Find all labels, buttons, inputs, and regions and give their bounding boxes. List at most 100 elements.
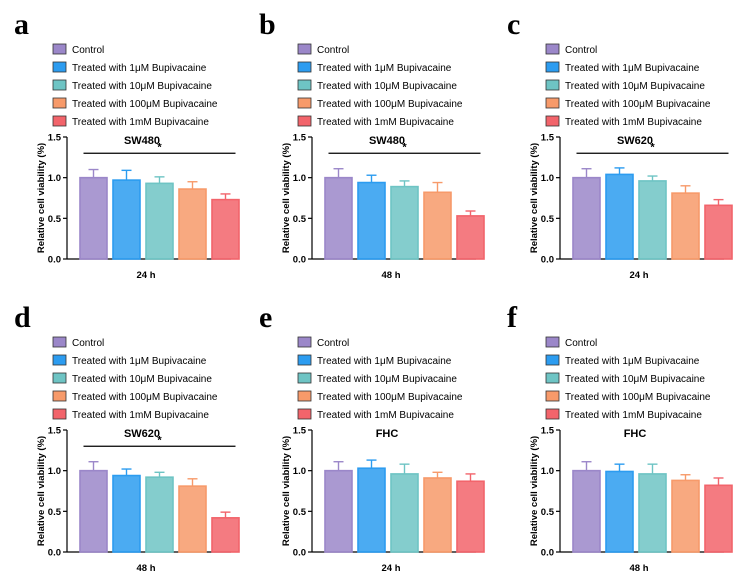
legend-item: Control	[545, 336, 597, 349]
y-axis-label: Relative cell viability (%)	[36, 436, 47, 546]
legend-swatch	[52, 61, 67, 73]
legend-label: Treated with 10μM Bupivacaine	[72, 374, 212, 385]
legend-item: Treated with 1μM Bupivacaine	[297, 61, 452, 74]
y-axis-label: Relative cell viability (%)	[529, 436, 540, 546]
legend-item: Treated with 10μM Bupivacaine	[52, 79, 212, 92]
legend-item: Treated with 100μM Bupivacaine	[52, 97, 218, 110]
legend-item: Treated with 1μM Bupivacaine	[545, 61, 700, 74]
chart-title: SW620	[124, 428, 160, 440]
legend-item: Treated with 1μM Bupivacaine	[545, 354, 700, 367]
legend-label: Treated with 1mM Bupivacaine	[317, 410, 454, 421]
bar	[145, 182, 174, 260]
y-tick-label: 1.5	[48, 133, 62, 144]
legend-item: Control	[297, 43, 349, 56]
legend-label: Treated with 100μM Bupivacaine	[72, 99, 218, 110]
chart-title: SW620	[617, 135, 653, 147]
y-tick-label: 0.0	[48, 255, 61, 266]
x-axis-label: 24 h	[629, 270, 648, 281]
y-tick-label: 0.0	[48, 548, 61, 559]
legend-label: Treated with 10μM Bupivacaine	[565, 81, 705, 92]
bar	[704, 204, 733, 260]
legend-label: Treated with 1μM Bupivacaine	[317, 63, 452, 74]
legend-swatch	[52, 372, 67, 384]
bar	[211, 198, 240, 260]
legend-label: Treated with 100μM Bupivacaine	[565, 99, 711, 110]
x-axis-label: 24 h	[136, 270, 155, 281]
legend-item: Treated with 1mM Bupivacaine	[297, 115, 454, 128]
legend-swatch	[297, 390, 312, 402]
legend-swatch	[297, 79, 312, 91]
panel-a: a Control Treated with 1μM Bupivacaine Trea…	[14, 8, 240, 281]
bar	[456, 480, 485, 553]
y-axis-label: Relative cell viability (%)	[529, 143, 540, 253]
legend-item: Treated with 10μM Bupivacaine	[545, 372, 705, 385]
legend-item: Treated with 1mM Bupivacaine	[52, 408, 209, 421]
y-axis-label: Relative cell viability (%)	[36, 143, 47, 253]
bar	[324, 176, 353, 260]
bar	[390, 473, 419, 553]
legend-label: Treated with 10μM Bupivacaine	[317, 81, 457, 92]
bar	[704, 484, 733, 553]
y-tick-label: 1.5	[293, 133, 307, 144]
bar	[79, 176, 108, 260]
bar	[638, 473, 667, 553]
legend-item: Treated with 100μM Bupivacaine	[545, 390, 711, 403]
legend-label: Treated with 100μM Bupivacaine	[72, 392, 218, 403]
legend-item: Control	[52, 43, 104, 56]
bar	[671, 479, 700, 553]
legend-item: Treated with 10μM Bupivacaine	[545, 79, 705, 92]
legend-swatch	[545, 354, 560, 366]
bar	[357, 467, 386, 553]
significance-marker: *	[650, 141, 655, 153]
legend-swatch	[545, 372, 560, 384]
bar	[638, 180, 667, 260]
bar	[211, 517, 240, 553]
legend-label: Treated with 1μM Bupivacaine	[565, 356, 700, 367]
legend-swatch	[52, 79, 67, 91]
y-tick-label: 0.0	[293, 548, 306, 559]
y-tick-label: 0.0	[541, 548, 554, 559]
panel-letter: c	[507, 8, 520, 41]
legend-label: Treated with 1mM Bupivacaine	[565, 117, 702, 128]
x-axis-label: 48 h	[629, 563, 648, 574]
bar	[456, 215, 485, 260]
panel-letter: d	[14, 301, 31, 334]
bar	[605, 470, 634, 553]
legend-label: Treated with 1μM Bupivacaine	[72, 63, 207, 74]
legend-item: Control	[297, 336, 349, 349]
panel-e: e Control Treated with 1μM Bupivacaine Trea…	[259, 301, 485, 574]
legend-label: Treated with 1μM Bupivacaine	[72, 356, 207, 367]
legend-label: Control	[317, 45, 349, 56]
legend-swatch	[52, 354, 67, 366]
legend-label: Treated with 10μM Bupivacaine	[317, 374, 457, 385]
legend-label: Control	[317, 338, 349, 349]
legend-item: Treated with 1mM Bupivacaine	[545, 408, 702, 421]
legend-item: Treated with 1μM Bupivacaine	[297, 354, 452, 367]
legend-label: Control	[565, 45, 597, 56]
panel-d: d Control Treated with 1μM Bupivacaine Trea…	[14, 301, 240, 574]
legend-swatch	[297, 115, 312, 127]
legend-item: Control	[52, 336, 104, 349]
legend-swatch	[297, 61, 312, 73]
panel-c: c Control Treated with 1μM Bupivacaine Trea…	[507, 8, 733, 281]
x-axis-label: 24 h	[381, 563, 400, 574]
panel-letter: e	[259, 301, 272, 334]
bar	[178, 485, 207, 553]
legend-swatch	[545, 43, 560, 55]
significance-marker: *	[157, 141, 162, 153]
legend-label: Treated with 10μM Bupivacaine	[565, 374, 705, 385]
significance-marker: *	[402, 141, 407, 153]
y-tick-label: 1.0	[293, 173, 306, 184]
bar	[324, 469, 353, 553]
legend-swatch	[545, 336, 560, 348]
legend-swatch	[297, 408, 312, 420]
bar	[112, 474, 141, 553]
legend-label: Treated with 100μM Bupivacaine	[317, 392, 463, 403]
bar	[572, 176, 601, 260]
legend-swatch	[545, 408, 560, 420]
legend-label: Treated with 100μM Bupivacaine	[565, 392, 711, 403]
legend-label: Treated with 1mM Bupivacaine	[317, 117, 454, 128]
bar	[145, 476, 174, 553]
legend-item: Control	[545, 43, 597, 56]
y-tick-label: 1.5	[541, 133, 555, 144]
